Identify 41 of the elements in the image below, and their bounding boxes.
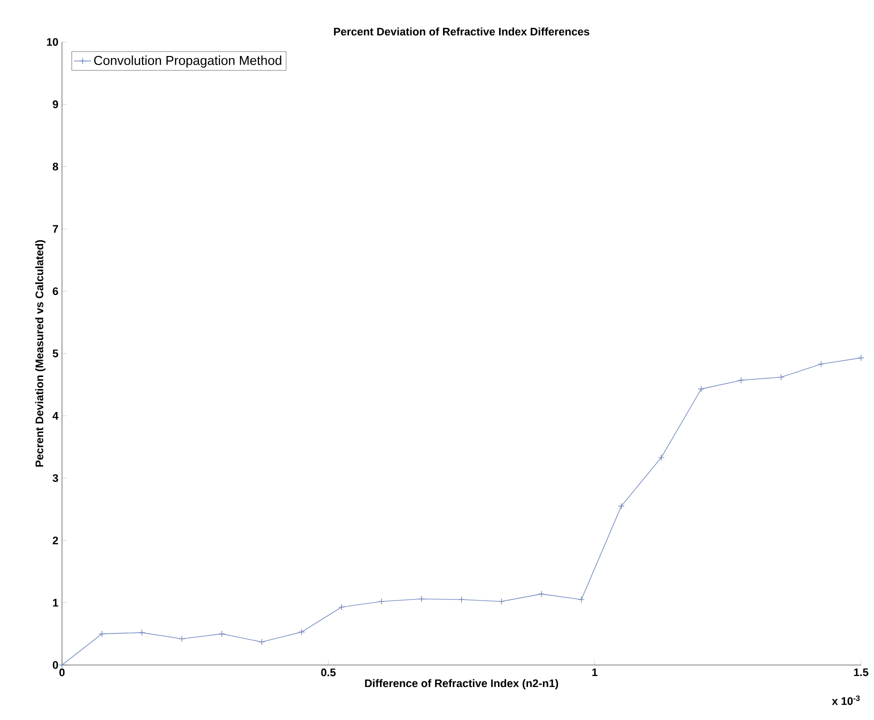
y-tick-label: 2 [52, 536, 58, 544]
y-tick-label: 6 [52, 287, 58, 296]
chart-title: Percent Deviation of Refractive Index Differences [334, 27, 590, 36]
point [378, 598, 385, 605]
point [418, 596, 425, 602]
y-tick-label: 10 [46, 38, 58, 46]
point [578, 596, 585, 603]
point [218, 630, 226, 638]
point [858, 354, 864, 362]
point [698, 386, 705, 392]
y-tick-label: 5 [52, 350, 58, 358]
y-tick-label: 0 [52, 661, 58, 669]
point [618, 502, 625, 510]
x-tick-label: 0.5 [321, 668, 336, 676]
y-tick-label: 4 [52, 412, 58, 420]
y-tick-label: 7 [52, 225, 58, 233]
point [258, 638, 266, 646]
point [778, 374, 784, 381]
point [538, 590, 545, 598]
point [498, 598, 505, 605]
point [58, 662, 66, 668]
legend-label: Convolution Propagation Method [94, 56, 282, 68]
x-tick-label: 1.5 [854, 668, 868, 676]
x-tick-label: 0 [59, 668, 65, 676]
y-tick-label: 1 [53, 598, 58, 606]
point [298, 628, 306, 636]
point [658, 454, 665, 461]
y-tick-label: 8 [52, 162, 58, 170]
x-axis-title: Difference of Refractive Index (n2-n1) [365, 679, 558, 690]
point [738, 376, 745, 384]
point [138, 629, 146, 636]
point [338, 604, 345, 610]
y-tick-label: 9 [52, 100, 58, 108]
point [818, 360, 824, 368]
y-tick-label: 3 [52, 474, 58, 482]
text: x 10$^{-3}$ [832, 696, 860, 705]
point [458, 596, 465, 603]
x-tick-label: 1 [592, 668, 598, 676]
y-axis-title: Pecrent Deviation (Measured vs Calculated) [35, 240, 46, 467]
point [98, 630, 106, 638]
point [178, 635, 186, 642]
